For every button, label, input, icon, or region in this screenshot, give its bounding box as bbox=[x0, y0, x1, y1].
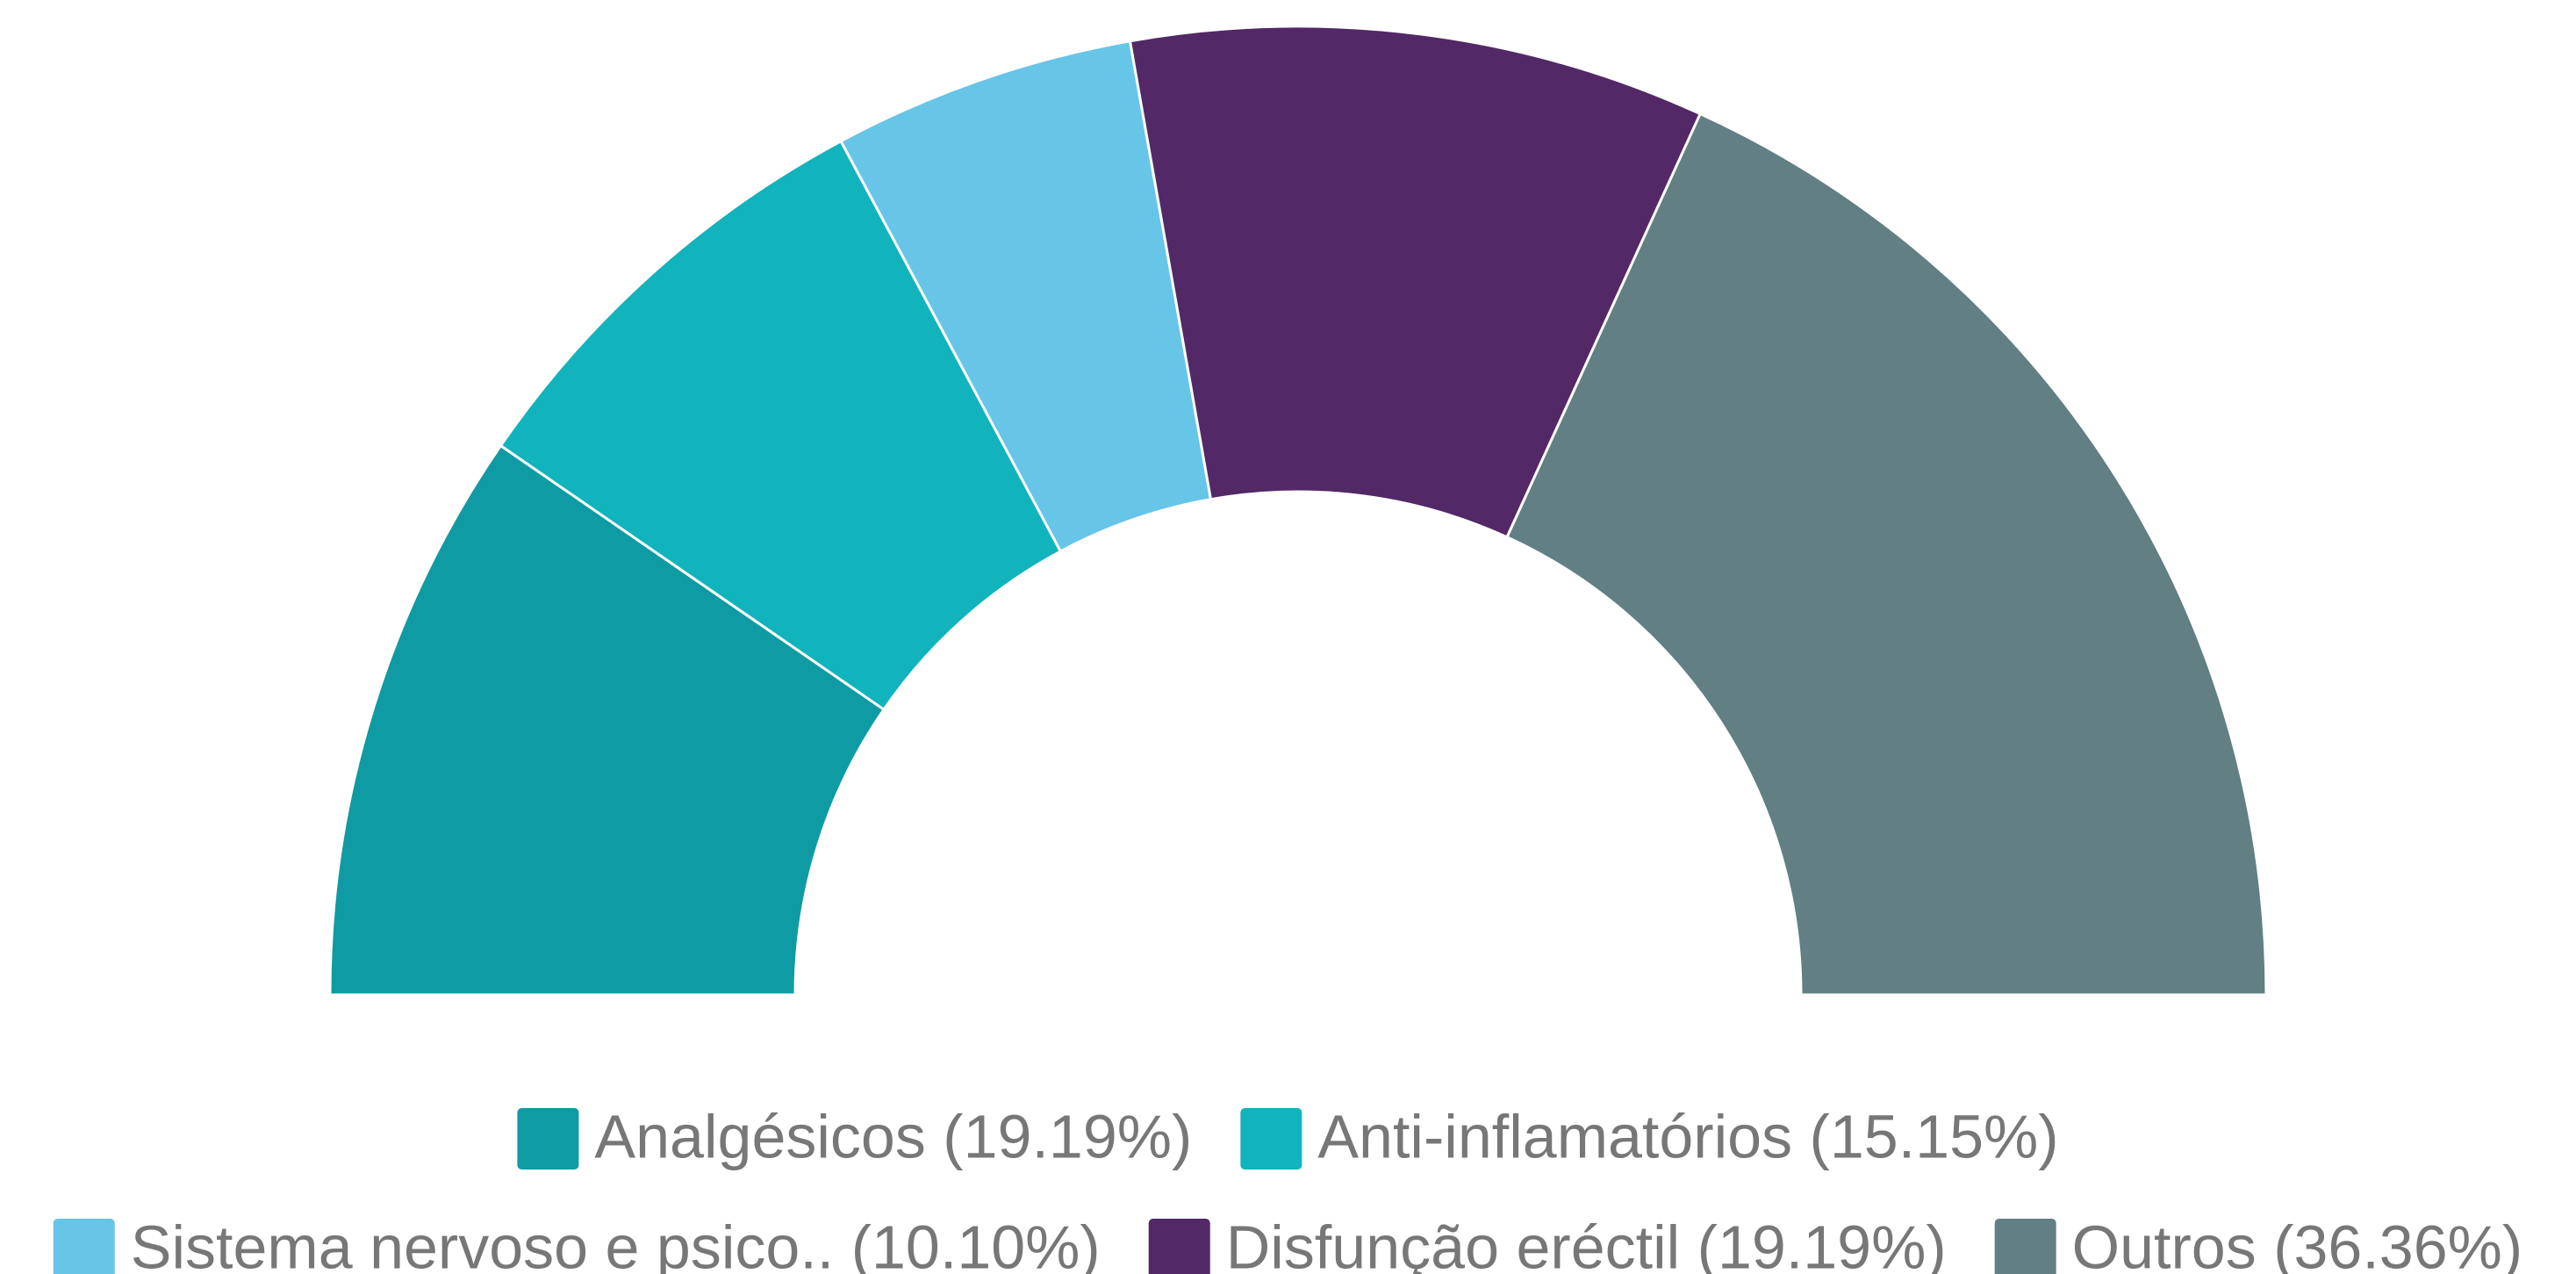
legend-item: Outros (36.36%) bbox=[1994, 1213, 2523, 1274]
legend-swatch bbox=[1994, 1219, 2056, 1274]
donut-segment bbox=[1505, 112, 2268, 997]
legend-item: Analgésicos (19.19%) bbox=[517, 1102, 1192, 1170]
legend-item: Disfunção eréctil (19.19%) bbox=[1148, 1213, 1947, 1274]
legend-swatch bbox=[53, 1219, 115, 1274]
legend-swatch bbox=[517, 1108, 579, 1170]
legend-label: Analgésicos (19.19%) bbox=[594, 1102, 1192, 1170]
legend-item: Sistema nervoso e psico.. (10.10%) bbox=[53, 1213, 1101, 1274]
legend-label: Sistema nervoso e psico.. (10.10%) bbox=[131, 1213, 1101, 1274]
legend-label: Disfunção eréctil (19.19%) bbox=[1226, 1213, 1947, 1274]
legend-swatch bbox=[1240, 1108, 1302, 1170]
legend-label: Anti-inflamatórios (15.15%) bbox=[1317, 1102, 2058, 1170]
donut-segment bbox=[328, 443, 886, 997]
donut-segment bbox=[499, 139, 1063, 712]
donut-segment bbox=[1128, 25, 1703, 539]
legend-label: Outros (36.36%) bbox=[2072, 1213, 2523, 1274]
legend-swatch bbox=[1148, 1219, 1210, 1274]
legend-item: Anti-inflamatórios (15.15%) bbox=[1240, 1102, 2059, 1170]
